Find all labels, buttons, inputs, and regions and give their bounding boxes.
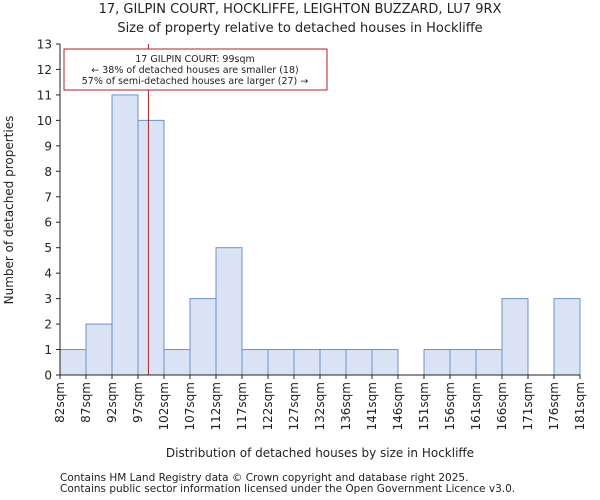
bar-151sqm: [423, 349, 451, 376]
x-tick-label: 181sqm: [573, 382, 587, 430]
bar-132sqm: [319, 349, 347, 376]
x-tick-label: 166sqm: [495, 382, 509, 430]
x-tick-label: 146sqm: [391, 382, 405, 430]
annotation-box: 17 GILPIN COURT: 99sqm ← 38% of detached…: [63, 48, 328, 91]
bar-97sqm: [137, 119, 165, 376]
footer-line-1: Contains HM Land Registry data © Crown c…: [60, 472, 469, 484]
x-tick-label: 156sqm: [443, 382, 457, 430]
x-tick-label: 161sqm: [469, 382, 483, 430]
x-tick-label: 97sqm: [131, 382, 145, 423]
y-tick-label: 0: [44, 369, 52, 383]
bar-82sqm: [59, 349, 87, 376]
x-tick-label: 87sqm: [79, 382, 93, 423]
x-tick-label: 151sqm: [417, 382, 431, 430]
annotation-line-1: 17 GILPIN COURT: 99sqm: [135, 54, 255, 65]
bar-122sqm: [267, 349, 295, 376]
bar-92sqm: [111, 94, 139, 376]
bar-127sqm: [293, 349, 321, 376]
y-tick-label: 10: [37, 114, 52, 128]
y-tick-label: 9: [44, 139, 52, 153]
bar-141sqm: [371, 349, 399, 376]
y-tick-label: 11: [37, 88, 52, 102]
x-tick-label: 112sqm: [209, 382, 223, 430]
y-tick-label: 4: [44, 267, 52, 281]
bar-107sqm: [189, 298, 217, 376]
x-tick-label: 107sqm: [183, 382, 197, 430]
y-tick-label: 12: [37, 63, 52, 77]
chart-subtitle: Size of property relative to detached ho…: [117, 21, 483, 36]
y-tick-label: 7: [44, 190, 52, 204]
x-tick-label: 92sqm: [105, 382, 119, 423]
x-tick-label: 127sqm: [287, 382, 301, 430]
bar-136sqm: [345, 349, 373, 376]
bar-112sqm: [215, 247, 243, 376]
bar-102sqm: [163, 349, 191, 376]
bar-161sqm: [475, 349, 503, 376]
bar-87sqm: [85, 323, 113, 376]
x-tick-label: 117sqm: [235, 382, 249, 430]
x-tick-label: 171sqm: [521, 382, 535, 430]
footer-line-2: Contains public sector information licen…: [60, 483, 516, 495]
bar-166sqm: [501, 298, 529, 376]
bar-156sqm: [449, 349, 477, 376]
x-tick-label: 122sqm: [261, 382, 275, 430]
x-tick-label: 102sqm: [157, 382, 171, 430]
y-tick-label: 3: [44, 292, 52, 306]
y-tick-label: 5: [44, 241, 52, 255]
bar-117sqm: [241, 349, 269, 376]
y-tick-label: 6: [44, 216, 52, 230]
x-tick-label: 132sqm: [313, 382, 327, 430]
x-axis-label: Distribution of detached houses by size …: [166, 446, 474, 460]
annotation-line-3: 57% of semi-detached houses are larger (…: [82, 76, 309, 87]
y-tick-label: 1: [44, 343, 52, 357]
y-tick-label: 2: [44, 318, 52, 332]
x-tick-label: 82sqm: [53, 382, 67, 423]
y-axis-label: Number of detached properties: [2, 116, 16, 305]
annotation-line-2: ← 38% of detached houses are smaller (18…: [91, 65, 298, 76]
y-tick-label: 13: [37, 38, 52, 52]
y-tick-label: 8: [44, 165, 52, 179]
x-tick-label: 176sqm: [547, 382, 561, 430]
x-tick-label: 141sqm: [365, 382, 379, 430]
x-tick-label: 136sqm: [339, 382, 353, 430]
bar-176sqm: [553, 298, 581, 376]
chart-title: 17, GILPIN COURT, HOCKLIFFE, LEIGHTON BU…: [98, 2, 502, 17]
